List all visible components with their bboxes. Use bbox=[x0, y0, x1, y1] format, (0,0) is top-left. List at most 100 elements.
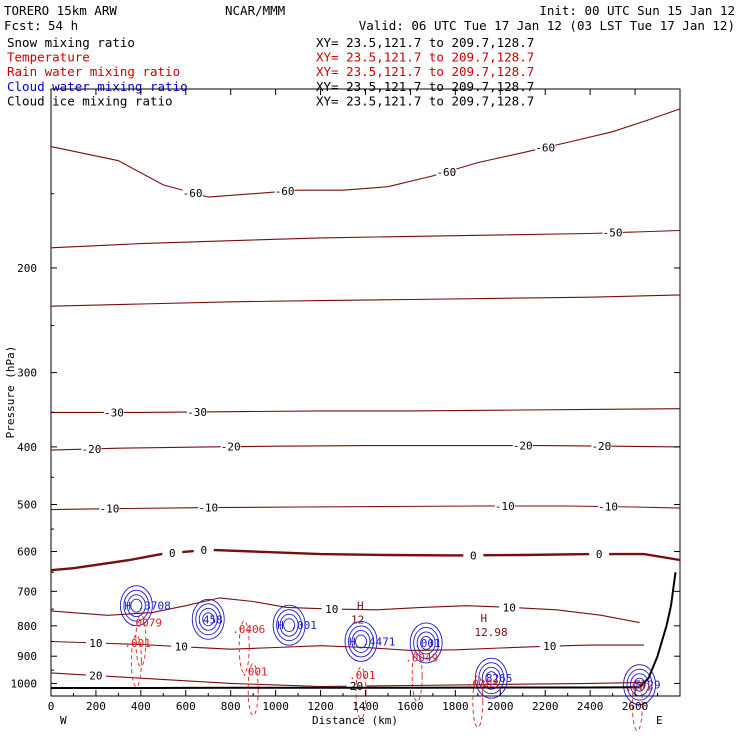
cloud-water-contour bbox=[355, 634, 367, 649]
cloud-water-contour bbox=[344, 621, 378, 662]
cloud-water-contour bbox=[202, 612, 215, 627]
temperature-contour-label: -50 bbox=[603, 227, 623, 240]
rain-contours bbox=[130, 614, 643, 732]
x-tick-label: 1800 bbox=[442, 700, 469, 713]
y-tick-label: 500 bbox=[17, 498, 37, 511]
cloud-water-contour bbox=[413, 627, 440, 659]
x-tick-label: 600 bbox=[176, 700, 196, 713]
temperature-contour-label: 20 bbox=[89, 670, 102, 683]
cloud-water-contours bbox=[119, 585, 657, 706]
cloud-water-contour bbox=[626, 668, 653, 701]
legend-label: Cloud water mixing ratio bbox=[7, 79, 188, 94]
rain-max-label: .001 bbox=[241, 666, 268, 679]
rain-max-label: .001 bbox=[625, 681, 652, 694]
temperature-contour-label: -10 bbox=[598, 501, 618, 514]
contour-label-bg bbox=[187, 405, 208, 417]
x-tick-label: 2400 bbox=[577, 700, 604, 713]
cloud-water-max-label: .458 bbox=[196, 613, 223, 626]
forecast-label: Fcst: bbox=[4, 18, 42, 33]
cloud-water-contour bbox=[198, 607, 218, 631]
temperature-contour-label: 0 bbox=[200, 544, 207, 557]
rain-max-label: .0049 bbox=[405, 652, 438, 665]
contour-label-bg bbox=[162, 546, 183, 558]
x-tick-label: 2000 bbox=[487, 700, 514, 713]
east-label: E bbox=[656, 714, 663, 727]
temperature-contour-label: -10 bbox=[99, 503, 119, 516]
contour-label-bg bbox=[85, 669, 106, 681]
y-axis-label: Pressure (hPa) bbox=[4, 346, 17, 439]
x-tick-label: 200 bbox=[86, 700, 106, 713]
y-tick-label: 700 bbox=[17, 585, 37, 598]
x-tick-label: 1400 bbox=[352, 700, 379, 713]
x-tick-label: 1000 bbox=[262, 700, 289, 713]
rain-contour bbox=[411, 649, 423, 703]
contour-label-bg bbox=[535, 141, 556, 153]
cloud-water-contour bbox=[123, 589, 150, 622]
temperature-contour-label: 20 bbox=[350, 680, 363, 693]
x-tick-label: 1200 bbox=[307, 700, 334, 713]
contour-label-bg bbox=[499, 601, 520, 613]
temperature-max-marker: H bbox=[357, 599, 364, 612]
contour-label-bg bbox=[346, 680, 367, 692]
contour-label-bg bbox=[81, 442, 102, 454]
cloud-water-max-label: H .3708 bbox=[124, 600, 170, 613]
temperature-max-label: 12 bbox=[351, 613, 364, 626]
contour-label-bg bbox=[539, 640, 560, 652]
y-tick-label: 1000 bbox=[11, 677, 38, 690]
cloud-water-contour bbox=[191, 598, 225, 640]
cloud-water-contour bbox=[630, 673, 650, 697]
contour-label-bg bbox=[274, 185, 295, 197]
cloud-water-contour bbox=[485, 671, 498, 686]
temperature-max-label: 12.98 bbox=[475, 626, 508, 639]
terrain-line bbox=[51, 572, 677, 689]
temperature-contour-label: 10 bbox=[543, 640, 556, 653]
legend-label: Cloud ice mixing ratio bbox=[7, 93, 173, 108]
cloud-water-contour bbox=[623, 664, 657, 706]
rain-contour bbox=[355, 666, 367, 720]
cloud-water-max-label: .5729 bbox=[628, 679, 661, 692]
axes: 0 200 400 600 800 1000 1200 1400 1600 1800 2000 220… bbox=[11, 89, 680, 713]
west-label: W bbox=[60, 714, 67, 727]
y-tick-label: 800 bbox=[17, 620, 37, 633]
temperature-contour-label: 10 bbox=[175, 641, 188, 654]
y-tick-label: 900 bbox=[17, 650, 37, 663]
contour-label-bg bbox=[171, 640, 192, 652]
contour-label-bg bbox=[99, 502, 120, 514]
rain-max-label: .0303 bbox=[466, 677, 499, 690]
contour-label-bg bbox=[494, 500, 515, 512]
temperature-contour-label: 10 bbox=[503, 601, 516, 614]
y-tick-label: 600 bbox=[17, 546, 37, 559]
contour-label-bg bbox=[182, 186, 203, 198]
cloud-water-contour bbox=[348, 625, 374, 658]
temperature-contour-label: 0 bbox=[470, 549, 477, 562]
terrain bbox=[51, 572, 677, 689]
rain-max-label: .001 bbox=[124, 637, 151, 650]
cloud-water-contour bbox=[119, 585, 153, 627]
model-name: TORERO 15km ARW bbox=[4, 3, 117, 18]
contour-label-bg bbox=[598, 500, 619, 512]
contour-label-bg bbox=[591, 440, 612, 452]
x-tick-label: 400 bbox=[131, 700, 151, 713]
legend-xy: XY= 23.5,121.7 to 209.7,128.7 bbox=[316, 35, 534, 50]
rain-contour bbox=[130, 634, 142, 688]
contour-label-bg bbox=[193, 544, 214, 556]
temperature-contour-line bbox=[50, 229, 681, 249]
cloud-water-contour bbox=[420, 636, 433, 650]
y-tick-label: 300 bbox=[17, 367, 37, 380]
temperature-contour-line bbox=[50, 294, 681, 307]
init-time: Init: 00 UTC Sun 15 Jan 12 bbox=[539, 3, 735, 18]
temperature-contour-line bbox=[50, 505, 681, 511]
x-tick-label: 800 bbox=[221, 700, 241, 713]
forecast-hours: 54 h bbox=[48, 18, 78, 33]
rain-contour bbox=[631, 678, 643, 732]
x-tick-label: 1600 bbox=[397, 700, 424, 713]
contour-label-bg bbox=[85, 636, 106, 648]
cloud-water-max-label: H .001 bbox=[277, 619, 317, 632]
temperature-contour-label: -60 bbox=[183, 187, 203, 200]
cloud-water-contour bbox=[409, 622, 443, 664]
temperature-max-marker: H bbox=[481, 612, 488, 625]
temperature-contour-label: -30 bbox=[104, 406, 124, 419]
cloud-water-contour bbox=[478, 662, 505, 695]
cloud-water-max-label: H .4471 bbox=[349, 635, 395, 648]
